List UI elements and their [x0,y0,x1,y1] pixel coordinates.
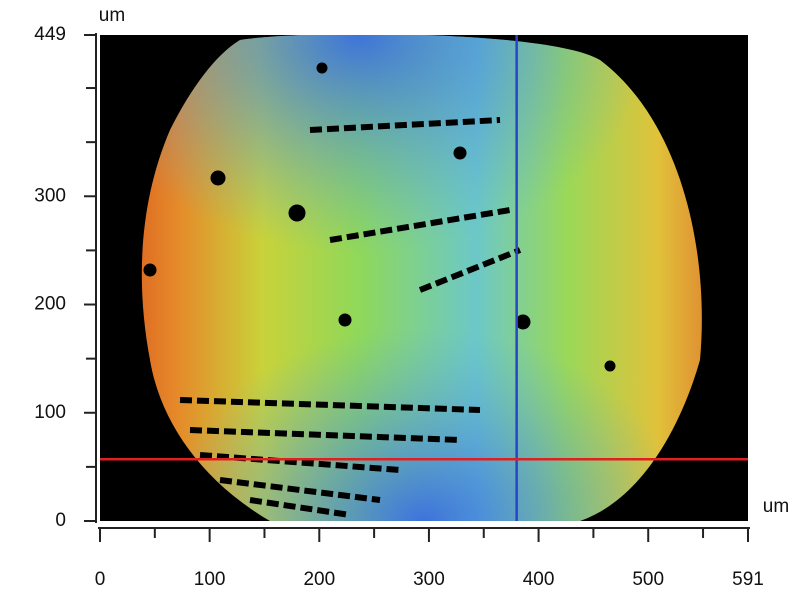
x-tick-label: 0 [95,569,106,590]
x-tick-label: 500 [632,569,664,590]
y-axis-label: um [99,5,125,26]
x-tick-label: 200 [303,569,335,590]
chart: um um 0 100 200 300 400 500 591 0 100 200 300 449 [0,0,798,599]
x-tick-label: 591 [732,569,764,590]
y-tick-label: 449 [34,24,66,45]
y-tick-label: 100 [34,402,66,423]
x-tick-label: 400 [523,569,555,590]
y-tick-label: 300 [34,185,66,206]
y-tick-label: 0 [55,510,66,531]
y-tick-label: 200 [34,294,66,315]
x-axis-label: um [763,496,789,517]
x-tick-label: 300 [413,569,445,590]
x-tick-label: 100 [194,569,226,590]
